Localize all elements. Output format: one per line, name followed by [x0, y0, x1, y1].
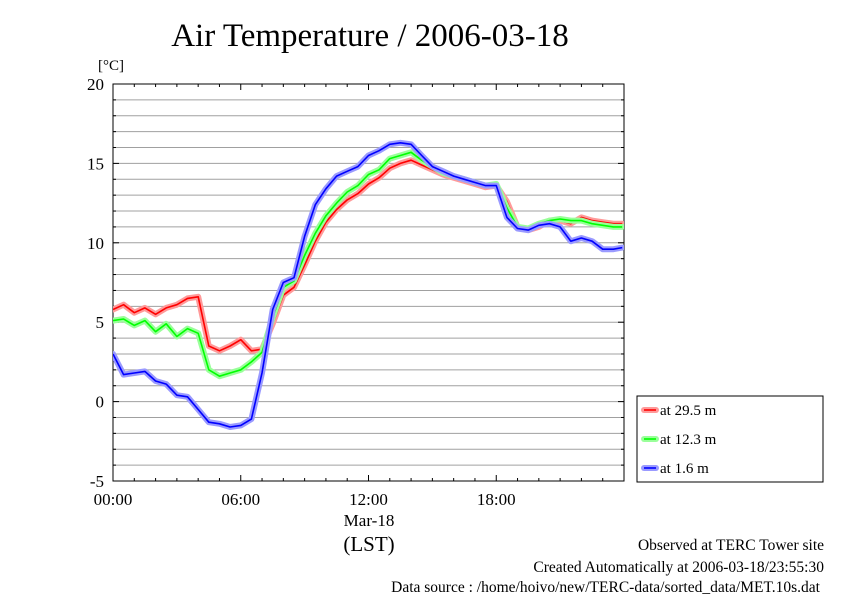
chart-title: Air Temperature / 2006-03-18 — [171, 18, 569, 54]
site-note: Observed at TERC Tower site — [638, 537, 824, 554]
legend-label: at 29.5 m — [660, 403, 717, 419]
y-tick-label: 15 — [87, 154, 104, 173]
series-lines — [113, 139, 624, 430]
legend-box — [636, 395, 824, 483]
axis-ticks — [112, 83, 625, 482]
y-tick-label: 0 — [96, 393, 105, 412]
y-axis-unit-label: [°C] — [98, 58, 124, 74]
source-note: Data source : /home/hoivo/new/TERC-data/… — [391, 579, 821, 595]
y-tick-label: 10 — [87, 234, 104, 253]
y-tick-label: 5 — [96, 313, 105, 332]
y-tick-label: -5 — [90, 472, 104, 491]
legend-label: at 1.6 m — [660, 461, 709, 477]
legend: at 29.5 m at 12.3 m at 1.6 m — [636, 395, 824, 483]
x-tick-label: 18:00 — [477, 490, 516, 509]
x-axis-label: (LST) — [343, 532, 394, 556]
series-line — [113, 142, 623, 428]
x-tick-label: 00:00 — [94, 490, 133, 509]
x-tick-label: 12:00 — [349, 490, 388, 509]
x-tick-label: 06:00 — [221, 490, 260, 509]
plot-frame — [112, 83, 625, 482]
y-tick-labels: -5 0 5 10 15 20 — [87, 75, 104, 491]
x-date-label: Mar-18 — [344, 511, 395, 530]
x-tick-labels: 00:00 06:00 12:00 18:00 — [94, 490, 516, 509]
legend-label: at 12.3 m — [660, 432, 717, 448]
y-tick-label: 20 — [87, 75, 104, 94]
created-note: Created Automatically at 2006-03-18/23:5… — [533, 559, 824, 576]
